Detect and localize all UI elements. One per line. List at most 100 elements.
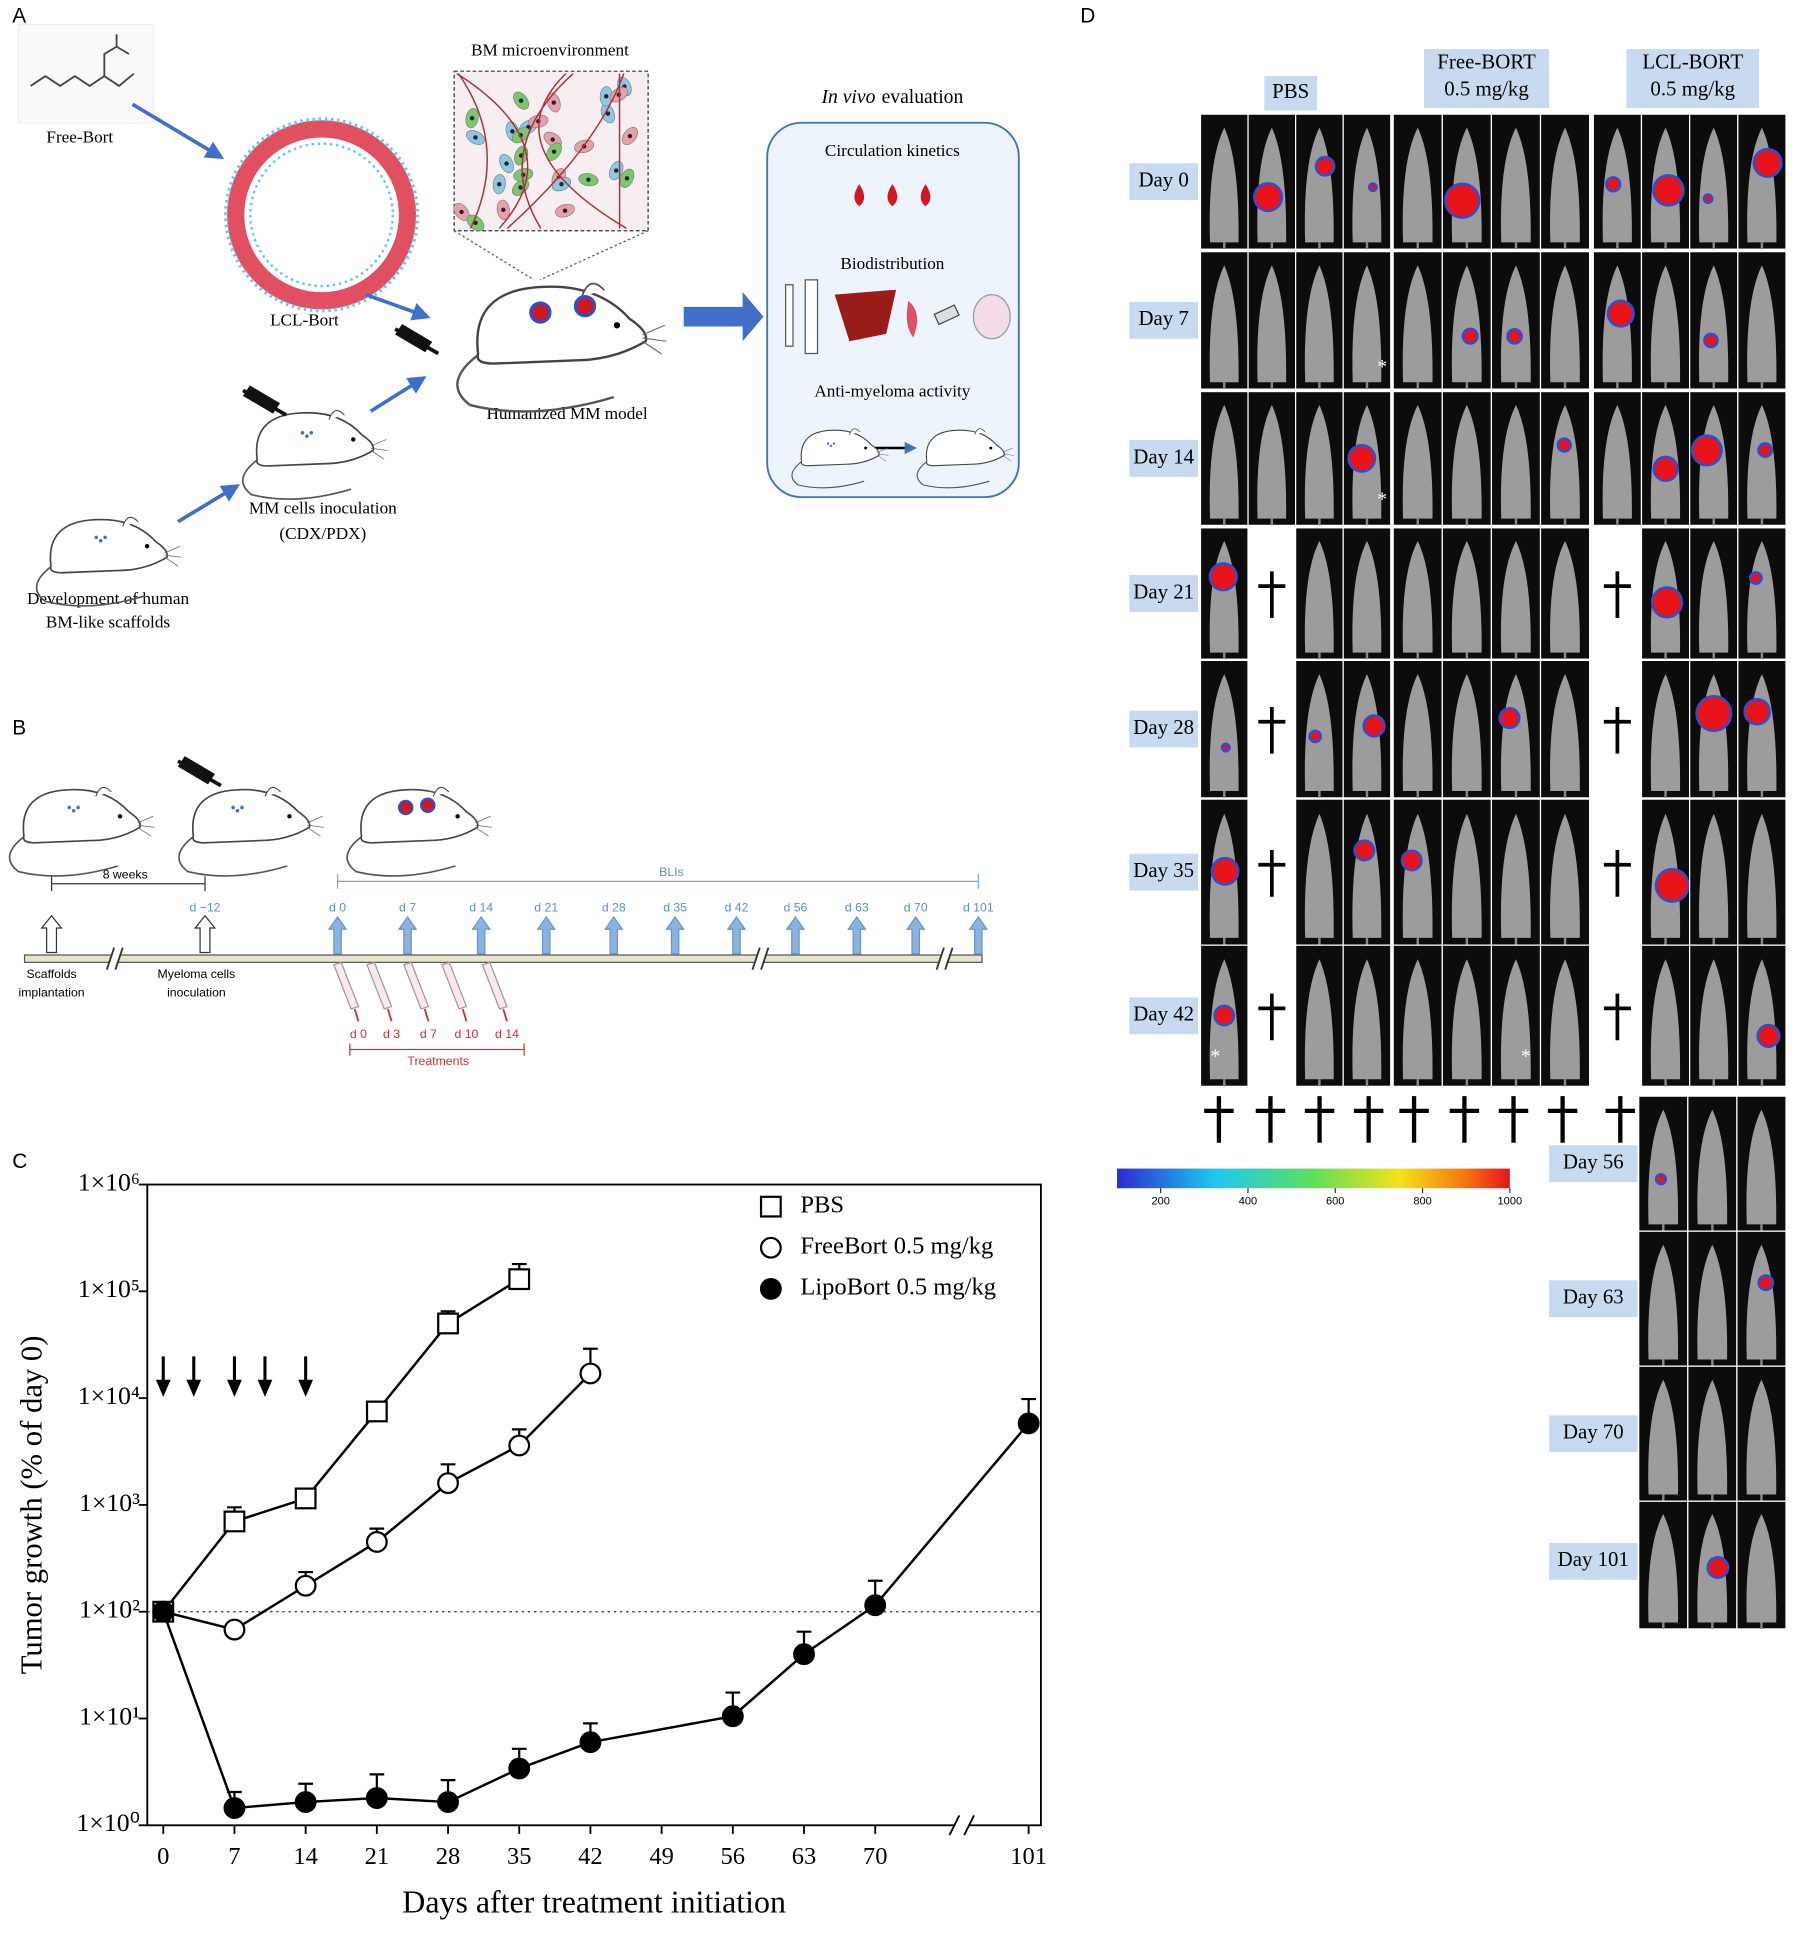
mouse-ear	[581, 282, 605, 297]
mouse-image	[1304, 813, 1334, 938]
mouse-body	[255, 411, 375, 467]
mouse-image	[1602, 404, 1632, 519]
label: BLIs	[659, 865, 684, 879]
bli-signal	[1748, 571, 1763, 585]
panel-letter: D	[1080, 5, 1095, 28]
scaffold-dot	[231, 805, 235, 810]
timeline	[23, 954, 983, 963]
mouse-image	[1451, 959, 1482, 1080]
bli-arrow	[665, 915, 685, 955]
syringe	[481, 961, 508, 1010]
death-cross	[1304, 1096, 1335, 1143]
nucleus	[518, 98, 524, 103]
mouse-image	[1304, 265, 1334, 383]
label: d −12	[189, 901, 220, 915]
bli-signal	[1703, 332, 1719, 349]
death-cross	[1399, 1096, 1429, 1143]
liposome	[227, 120, 417, 310]
row-label: Day 101	[1558, 1547, 1629, 1571]
bli-arrow	[327, 915, 348, 955]
bli-arrow	[397, 915, 418, 955]
needle	[461, 1008, 468, 1022]
asterisk: *	[1521, 1046, 1531, 1068]
syringe	[403, 961, 430, 1010]
bli-signal	[1606, 299, 1635, 328]
bli-arrow	[536, 915, 557, 955]
mouse	[346, 786, 492, 877]
mouse-image	[1500, 265, 1531, 383]
row-label: Day 21	[1133, 579, 1194, 603]
death-cross	[1603, 850, 1631, 897]
row-label-box	[1129, 301, 1199, 339]
mouse-image	[1698, 265, 1729, 383]
label: Scaffolds	[26, 967, 76, 981]
y-tick-label: 1×10⁵	[78, 1274, 140, 1303]
row-label-box	[1549, 1415, 1638, 1453]
mouse-body	[22, 788, 142, 844]
mouse-image	[1402, 540, 1433, 653]
bli-signal	[1253, 182, 1284, 213]
marker	[437, 1791, 459, 1813]
colorbar-tick-label: 400	[1239, 1196, 1257, 1208]
scaffold-dot	[300, 431, 305, 435]
bracket-ends	[50, 876, 206, 892]
bli-signal	[1756, 1023, 1781, 1048]
mouse-image	[1698, 127, 1729, 243]
scaffold-dot	[309, 431, 314, 435]
mouse-image	[1746, 1379, 1777, 1495]
label: LCL-Bort	[270, 311, 339, 330]
row-label: Day 0	[1138, 167, 1188, 191]
bli-signal	[1367, 182, 1378, 193]
spleen	[906, 300, 918, 338]
group-header-box	[1264, 76, 1318, 111]
row-label: Day 28	[1133, 715, 1194, 739]
scaffold-dot	[76, 805, 80, 810]
mouse-image	[1550, 127, 1580, 243]
row-label-box	[1549, 1145, 1638, 1183]
bli-signal	[1743, 697, 1771, 726]
mouse-image	[1648, 1513, 1679, 1623]
mouse-tail	[791, 458, 865, 489]
mouse-body	[49, 518, 169, 574]
mouse-image	[1402, 674, 1433, 792]
fiber	[456, 73, 529, 229]
structure-box	[17, 23, 155, 124]
mouse-eye	[864, 446, 868, 450]
bli-signal	[1604, 176, 1622, 193]
mouse-image	[1550, 813, 1580, 938]
mouse	[242, 410, 388, 500]
fiber	[506, 73, 625, 229]
nucleus	[551, 100, 557, 105]
scaffold-dot	[98, 538, 103, 543]
marker	[437, 1312, 459, 1335]
mouse-image	[1698, 813, 1729, 938]
mouse-ear	[328, 410, 345, 420]
marker	[365, 1787, 388, 1809]
bli-arrow	[905, 915, 926, 955]
nucleus	[473, 135, 478, 140]
mouse	[791, 428, 889, 489]
whiskers	[370, 439, 388, 460]
mouse-image	[1451, 265, 1482, 383]
mouse-ear	[264, 786, 282, 797]
scaffold-dot	[829, 444, 833, 448]
syringe	[177, 756, 222, 788]
mouse-image	[1550, 540, 1580, 653]
mouse-image	[1500, 959, 1531, 1080]
mouse-drawings	[8, 282, 1014, 877]
bli-signal	[1695, 695, 1733, 733]
mouse-tail	[178, 832, 288, 877]
liver	[834, 289, 897, 342]
asterisk: *	[1377, 488, 1387, 510]
mouse-eye	[989, 446, 993, 450]
mouse-image	[1257, 265, 1287, 383]
group-header: LCL-BORT	[1642, 50, 1743, 74]
whiskers	[1002, 447, 1014, 462]
group-header: 0.5 mg/kg	[1444, 77, 1529, 101]
nucleus	[613, 168, 619, 173]
bli-day: d 101	[963, 901, 994, 915]
mouse-image	[1550, 674, 1580, 792]
chart: C 1×10⁰ 1×10¹ 1×10² 1×10³ 1×10⁴ 1×10⁵ 1×10⁶ 0 7 14…	[12, 1150, 1047, 1919]
label: BM-like scaffolds	[46, 613, 170, 632]
